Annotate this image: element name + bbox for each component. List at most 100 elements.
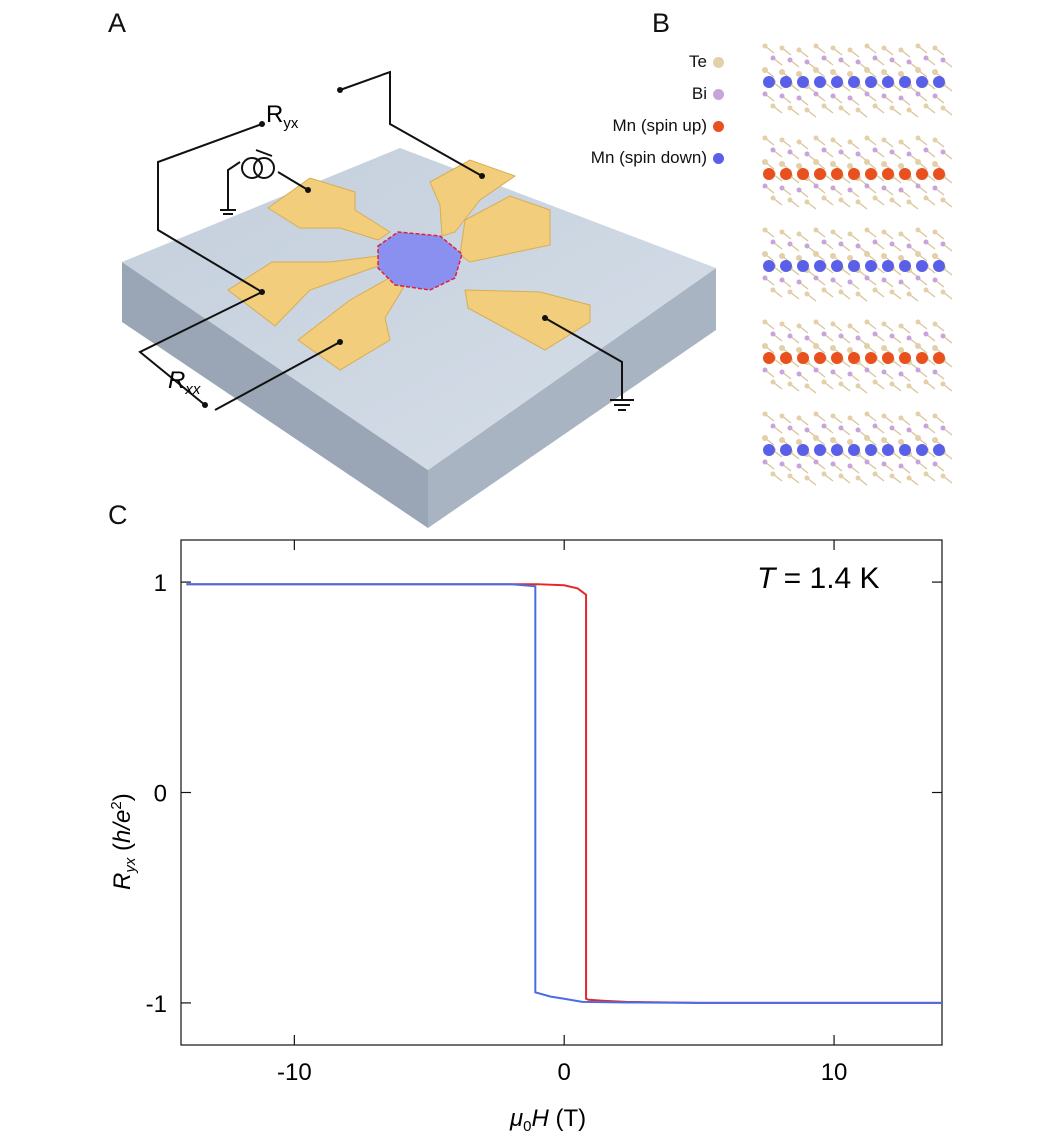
atom (813, 251, 819, 257)
atom (872, 239, 878, 245)
atom (796, 279, 802, 285)
mn-atom (780, 352, 792, 364)
atom (796, 371, 802, 377)
atom (940, 425, 946, 431)
atom (864, 43, 870, 49)
atom (923, 331, 929, 337)
atom (898, 47, 904, 53)
atom (804, 151, 810, 157)
atom (796, 347, 802, 353)
atom (932, 69, 938, 75)
crystal-layer-up (762, 135, 953, 210)
atom (779, 437, 785, 443)
atom (813, 343, 819, 349)
atom (872, 331, 878, 337)
atom (855, 59, 861, 65)
mn-atom (797, 352, 809, 364)
mn-atom (831, 352, 843, 364)
x-tick-label: -10 (277, 1059, 312, 1086)
mn-atom (865, 260, 877, 272)
atom (796, 255, 802, 261)
mn-atom (882, 260, 894, 272)
wires (138, 70, 623, 411)
atom (847, 415, 853, 421)
atom (779, 185, 785, 191)
device-schematic: Ryx Rxx (122, 70, 716, 528)
atom (881, 461, 887, 467)
atom (906, 335, 912, 341)
atom (804, 475, 810, 481)
atom (898, 439, 904, 445)
atom (779, 253, 785, 259)
atom (830, 413, 836, 419)
mn-atom (814, 352, 826, 364)
atom (770, 471, 776, 477)
atom (915, 159, 921, 165)
atom (779, 45, 785, 51)
atom (898, 231, 904, 237)
atom (932, 161, 938, 167)
mn-atom (831, 444, 843, 456)
atom (872, 423, 878, 429)
atom (915, 227, 921, 233)
atom (813, 43, 819, 49)
atom (915, 411, 921, 417)
atom (847, 463, 853, 469)
atom (864, 459, 870, 465)
atom (915, 367, 921, 373)
atom (906, 151, 912, 157)
atom (804, 243, 810, 249)
atom (881, 185, 887, 191)
atom (847, 323, 853, 329)
x-axis-label: μ0H (T) (509, 1105, 586, 1135)
atom (770, 239, 776, 245)
atom (889, 149, 895, 155)
atom (813, 411, 819, 417)
atom (932, 321, 938, 327)
atom (804, 107, 810, 113)
atom (838, 473, 844, 479)
atom (915, 251, 921, 257)
ground-icon (220, 209, 634, 411)
atom (855, 243, 861, 249)
atom (872, 147, 878, 153)
atom (762, 459, 768, 465)
series-line-sweep-down (186, 583, 942, 1004)
atom (915, 343, 921, 349)
mn-atom (763, 76, 775, 88)
atom (923, 147, 929, 153)
atom (881, 437, 887, 443)
atom (864, 367, 870, 373)
substrate-top-face (122, 148, 716, 470)
mn-atom (848, 76, 860, 88)
atom (923, 471, 929, 477)
atom (898, 279, 904, 285)
atom (770, 55, 776, 61)
atom (779, 137, 785, 143)
atom (932, 93, 938, 99)
atom (864, 319, 870, 325)
y-tick-label: 0 (154, 781, 167, 808)
atom (830, 45, 836, 51)
atom (838, 381, 844, 387)
mn-down-atom-icon (713, 152, 724, 164)
atom (898, 71, 904, 77)
temperature-annotation: T = 1.4 K (757, 562, 880, 595)
atom (915, 459, 921, 465)
current-source-icon (241, 149, 275, 179)
mn-atom (814, 444, 826, 456)
atom (915, 91, 921, 97)
atom (864, 343, 870, 349)
atom (838, 333, 844, 339)
panel-label-c: C (108, 500, 128, 530)
atom (932, 461, 938, 467)
atom (932, 137, 938, 143)
mn-atom (848, 260, 860, 272)
atom (804, 383, 810, 389)
mn-atom (882, 444, 894, 456)
atom (830, 277, 836, 283)
atom (940, 473, 946, 479)
atom (940, 289, 946, 295)
atom (830, 185, 836, 191)
crystal-layer-down (762, 411, 953, 486)
